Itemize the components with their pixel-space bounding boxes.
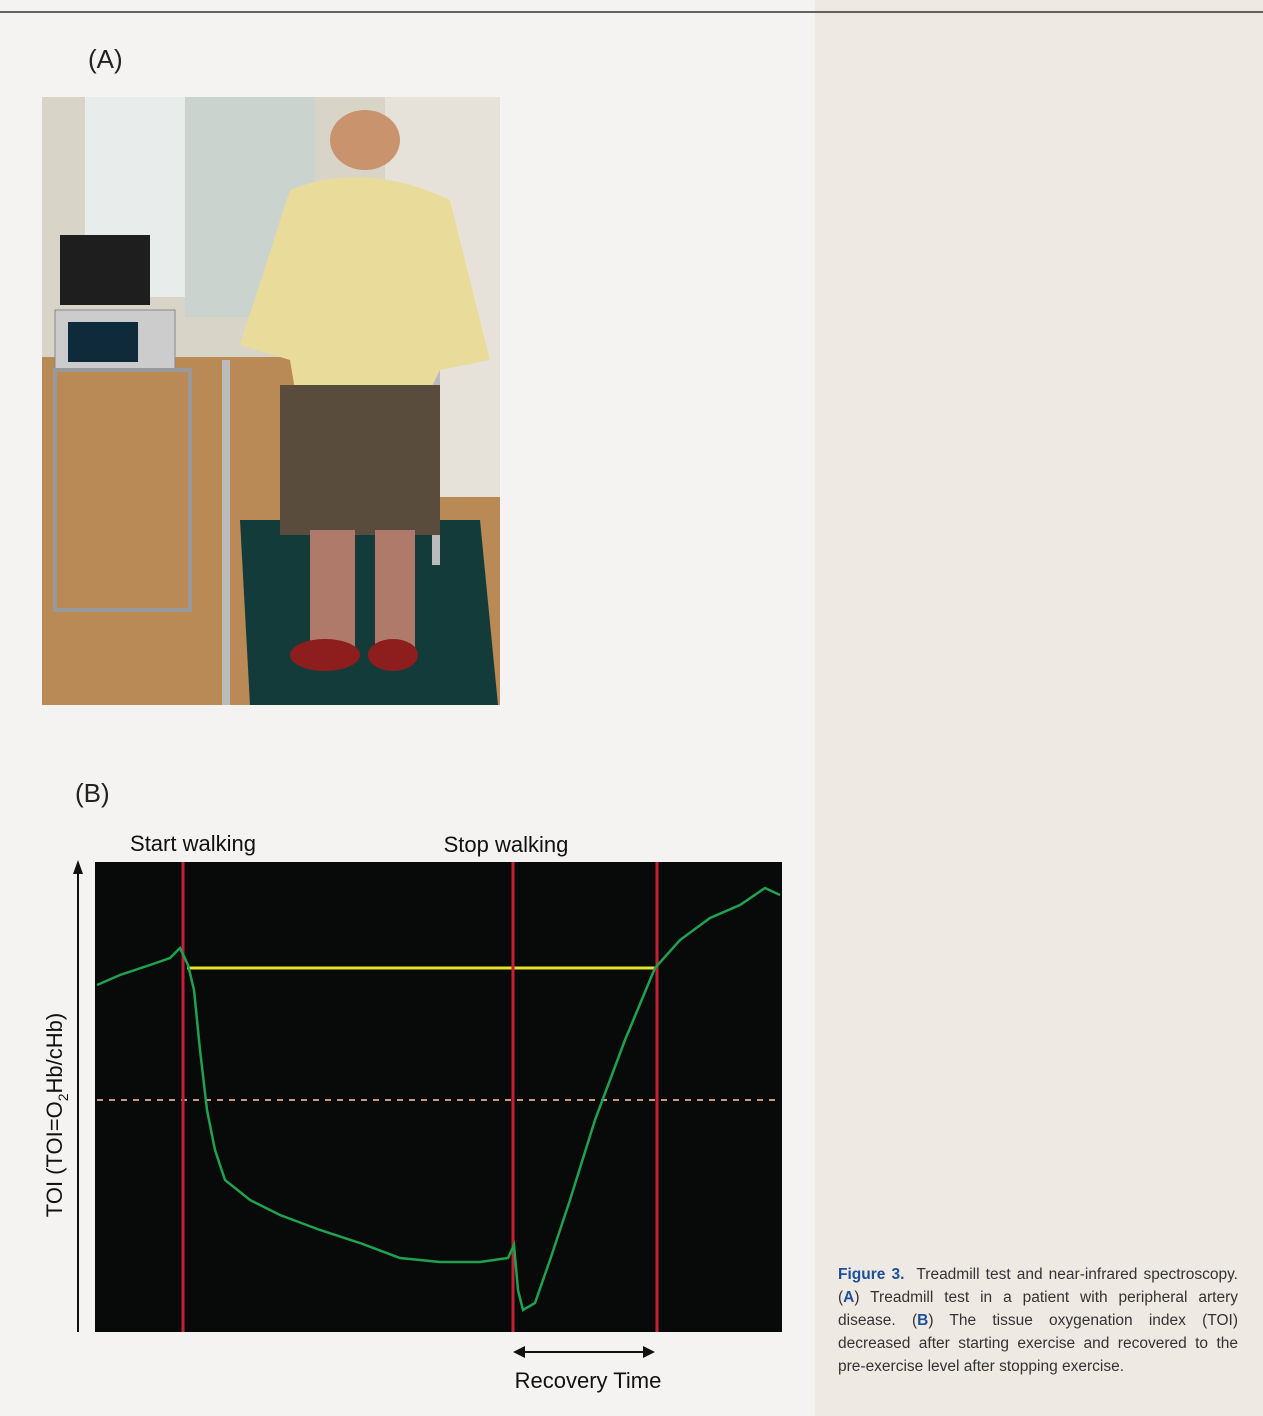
panel-b-label: (B) [75,778,110,808]
figure: (A) (B) Start walking Stop walking [0,0,1263,1416]
y-axis-label: TOI (TOI=O2Hb/cHb) [42,1013,71,1217]
photo [42,97,500,705]
recovery-annotation: Recovery Time [515,1368,662,1393]
leg [375,530,415,650]
y-axis-arrow [73,860,83,874]
stop-annotation: Stop walking [444,832,569,857]
y-label-text: Hb/cHb) [42,1013,67,1094]
head [330,110,400,170]
rail [222,360,230,705]
panel-a-label: (A) [88,44,123,74]
y-label-text: TOI (TOI=O [42,1101,67,1217]
figure-label: Figure 3. [838,1266,904,1283]
y-label-subscript: 2 [55,1093,71,1101]
caption-panel-ref: B [917,1312,928,1329]
arrow-head [643,1346,655,1358]
leg [310,530,355,650]
monitor-screen [68,322,138,362]
shoe [368,639,418,671]
page: (A) (B) Start walking Stop walking [0,0,1263,1416]
laptop [60,235,150,305]
caption-panel-ref: A [843,1289,854,1306]
shorts [280,385,440,535]
caption: Figure 3.Treadmill test and near-infrare… [838,1263,1238,1378]
treadmill [240,520,498,705]
shoe [290,639,360,671]
start-annotation: Start walking [130,831,256,856]
arrow-head [513,1346,525,1358]
